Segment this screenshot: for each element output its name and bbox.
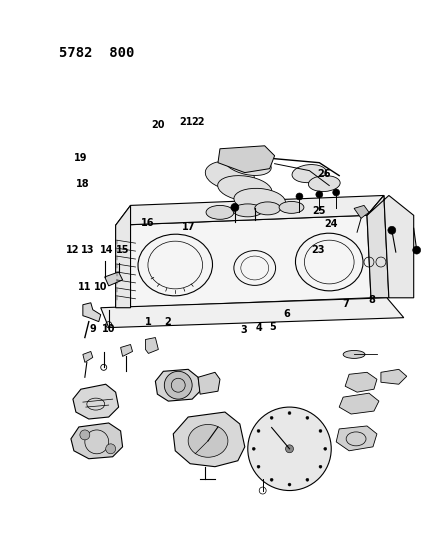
Circle shape: [288, 483, 291, 486]
Circle shape: [316, 191, 323, 198]
Polygon shape: [116, 205, 131, 308]
Text: 13: 13: [80, 245, 94, 255]
Ellipse shape: [233, 204, 263, 217]
Text: 16: 16: [141, 218, 155, 228]
Ellipse shape: [188, 424, 228, 457]
Circle shape: [306, 416, 309, 419]
Text: 11: 11: [77, 281, 91, 292]
Polygon shape: [71, 423, 122, 459]
Text: 7: 7: [342, 298, 349, 309]
Text: 9: 9: [89, 324, 96, 334]
Circle shape: [413, 246, 421, 254]
Circle shape: [270, 416, 273, 419]
Text: 10: 10: [94, 281, 107, 292]
Text: 26: 26: [317, 169, 330, 179]
Polygon shape: [198, 373, 220, 394]
Text: 1: 1: [145, 317, 152, 327]
Polygon shape: [83, 351, 93, 362]
Polygon shape: [116, 196, 384, 225]
Text: 5782  800: 5782 800: [59, 46, 134, 60]
Ellipse shape: [218, 176, 272, 201]
Text: 10: 10: [102, 324, 116, 334]
Text: 14: 14: [100, 245, 113, 255]
Polygon shape: [73, 384, 119, 419]
Circle shape: [257, 465, 260, 468]
Ellipse shape: [206, 205, 234, 219]
Polygon shape: [105, 272, 122, 286]
Ellipse shape: [234, 251, 276, 285]
Polygon shape: [146, 337, 158, 353]
Text: 5: 5: [269, 322, 276, 332]
Polygon shape: [336, 426, 377, 451]
Ellipse shape: [292, 165, 327, 183]
Ellipse shape: [309, 175, 340, 191]
Circle shape: [319, 430, 322, 432]
Text: 19: 19: [74, 153, 88, 163]
Text: 6: 6: [283, 309, 290, 319]
Circle shape: [388, 227, 396, 234]
Text: 12: 12: [66, 245, 80, 255]
Polygon shape: [354, 205, 369, 219]
Circle shape: [288, 411, 291, 415]
Ellipse shape: [224, 152, 271, 175]
Circle shape: [252, 447, 255, 450]
Circle shape: [319, 465, 322, 468]
Circle shape: [333, 189, 340, 196]
Circle shape: [80, 430, 90, 440]
Polygon shape: [218, 146, 275, 173]
Text: 20: 20: [151, 119, 165, 130]
Text: 23: 23: [312, 245, 325, 255]
Polygon shape: [381, 369, 407, 384]
Ellipse shape: [255, 202, 281, 215]
Text: 17: 17: [182, 222, 195, 232]
Circle shape: [296, 193, 303, 200]
Text: 3: 3: [241, 325, 247, 335]
Ellipse shape: [138, 234, 213, 296]
Text: 4: 4: [256, 324, 263, 334]
Polygon shape: [339, 393, 379, 414]
Polygon shape: [367, 196, 389, 298]
Polygon shape: [173, 412, 245, 467]
Polygon shape: [121, 344, 133, 357]
Ellipse shape: [205, 161, 255, 190]
Circle shape: [324, 447, 327, 450]
Ellipse shape: [295, 233, 363, 291]
Circle shape: [285, 445, 294, 453]
Text: 15: 15: [116, 245, 129, 255]
Polygon shape: [345, 373, 377, 392]
Polygon shape: [367, 196, 414, 298]
Text: 22: 22: [191, 117, 205, 127]
Polygon shape: [101, 298, 404, 328]
Circle shape: [106, 444, 116, 454]
Ellipse shape: [279, 201, 304, 213]
Circle shape: [231, 204, 239, 212]
Polygon shape: [116, 215, 371, 308]
Text: 2: 2: [164, 317, 171, 327]
Text: 8: 8: [368, 295, 375, 305]
Polygon shape: [155, 369, 200, 401]
Circle shape: [306, 478, 309, 481]
Text: 18: 18: [76, 180, 90, 189]
Text: 25: 25: [312, 206, 326, 216]
Polygon shape: [83, 303, 101, 321]
Text: 24: 24: [324, 219, 338, 229]
Circle shape: [248, 407, 331, 490]
Circle shape: [257, 430, 260, 432]
Ellipse shape: [234, 188, 285, 213]
Circle shape: [164, 372, 192, 399]
Ellipse shape: [343, 351, 365, 358]
Circle shape: [270, 478, 273, 481]
Text: 21: 21: [180, 117, 193, 127]
